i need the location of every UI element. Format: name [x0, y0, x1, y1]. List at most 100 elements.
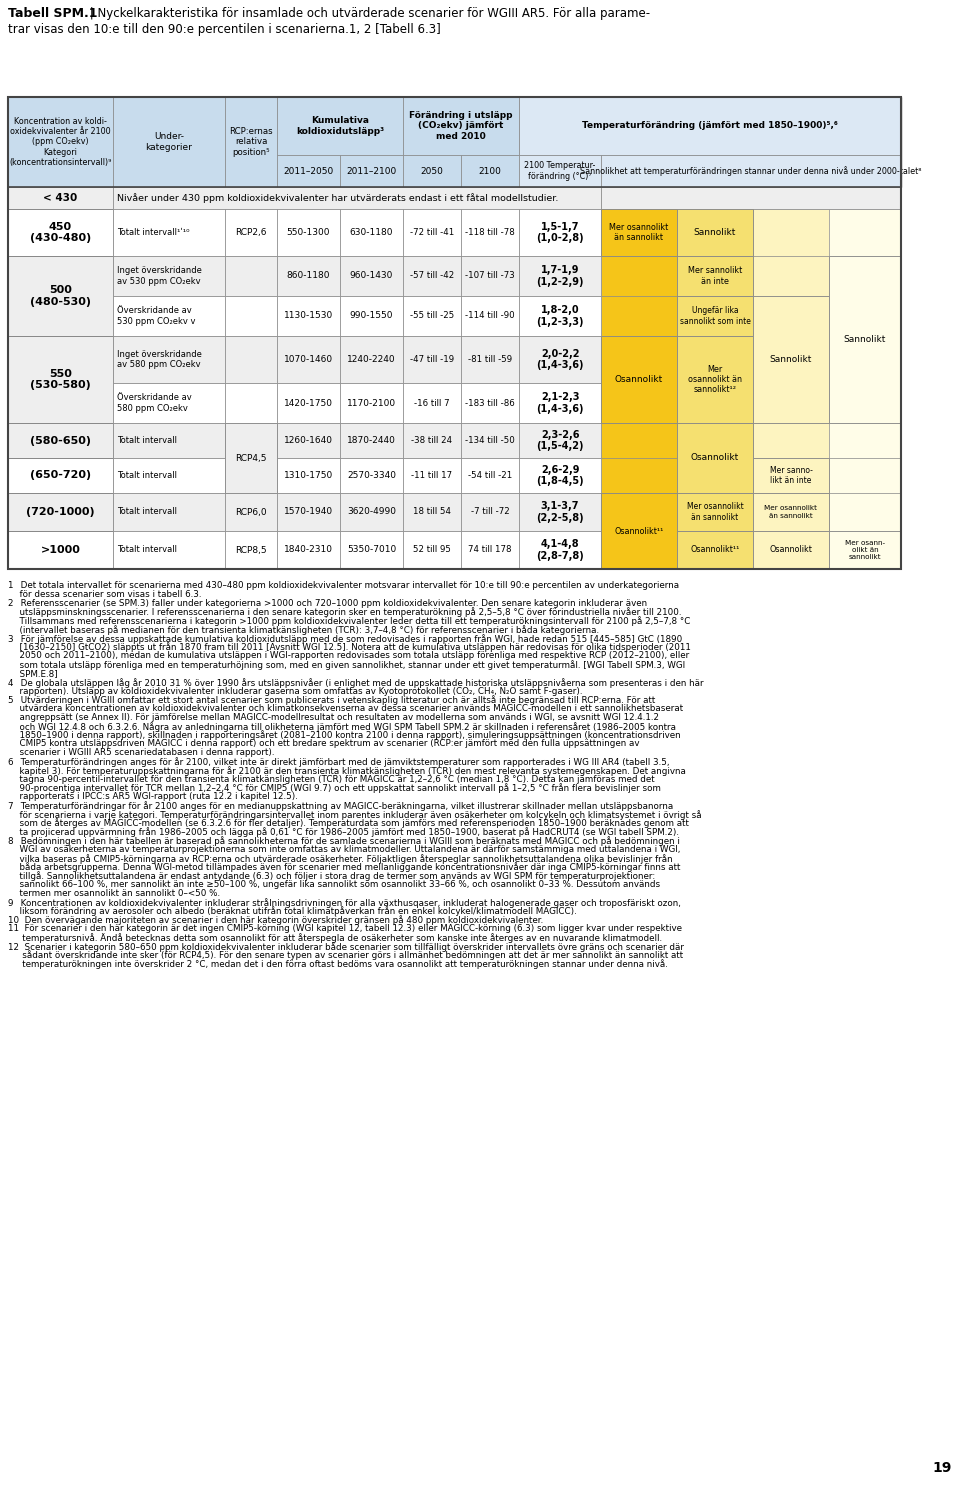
Bar — [677, 296, 753, 336]
Text: 2,0-2,2
(1,4-3,6): 2,0-2,2 (1,4-3,6) — [537, 348, 584, 370]
Bar — [753, 296, 829, 336]
Bar — [225, 494, 277, 531]
Text: scenarier i WGIII AR5 scenariedatabasen i denna rapport).: scenarier i WGIII AR5 scenariedatabasen … — [8, 748, 275, 757]
Bar — [601, 187, 901, 210]
Bar — [677, 336, 753, 384]
Bar — [753, 384, 829, 422]
Text: Mer osannolikt
än sannolikt: Mer osannolikt än sannolikt — [764, 506, 818, 519]
Text: (580-650): (580-650) — [30, 436, 91, 446]
Bar — [8, 210, 113, 256]
Bar — [519, 494, 601, 531]
Text: -118 till -78: -118 till -78 — [466, 228, 515, 236]
Text: Koncentration av koldi-
oxidekvivalenter år 2100
(ppm CO₂ekv)
Kategori
(koncentr: Koncentration av koldi- oxidekvivalenter… — [10, 116, 111, 168]
Bar — [677, 458, 753, 494]
Bar — [753, 187, 829, 210]
Text: tillgå. Sannolikhetsuttalandena är endast antydande (6.3) och följer i stora dra: tillgå. Sannolikhetsuttalandena är endas… — [8, 871, 656, 882]
Text: 9  Koncentrationen av koldioxidekvivalenter inkluderar strålningsdrivningen för : 9 Koncentrationen av koldioxidekvivalent… — [8, 898, 681, 907]
Text: RCP4,5: RCP4,5 — [235, 454, 267, 462]
Bar — [113, 187, 601, 210]
Bar — [403, 494, 461, 531]
Bar — [340, 210, 403, 256]
Text: RCP8,5: RCP8,5 — [235, 546, 267, 555]
Bar — [277, 531, 340, 570]
Text: ta projicerad uppvärmning från 1986–2005 och lägga på 0,61 °C för 1986–2005 jämf: ta projicerad uppvärmning från 1986–2005… — [8, 827, 679, 837]
Bar — [601, 384, 677, 422]
Text: som totala utsläpp förenliga med en temperaturhöjning som, med en given sannolik: som totala utsläpp förenliga med en temp… — [8, 660, 685, 671]
Bar — [461, 155, 519, 187]
Bar — [601, 494, 677, 570]
Text: temperaturökningen inte överskrider 2 °C, medan det i den förra oftast bedöms va: temperaturökningen inte överskrider 2 °C… — [8, 959, 668, 970]
Text: Mer sannolikt
än inte: Mer sannolikt än inte — [688, 266, 742, 286]
Text: -47 till -19: -47 till -19 — [410, 355, 454, 364]
Bar — [8, 384, 901, 422]
Bar — [225, 256, 277, 296]
Text: Temperaturförändring (jämfört med 1850–1900)⁵,⁶: Temperaturförändring (jämfört med 1850–1… — [582, 122, 838, 131]
Text: rapporterats i IPCC:s AR5 WGI-rapport (ruta 12.2 i kapitel 12.5).: rapporterats i IPCC:s AR5 WGI-rapport (r… — [8, 793, 298, 801]
Text: rapporten). Utsläpp av koldioxidekvivalenter inkluderar gaserna som omfattas av : rapporten). Utsläpp av koldioxidekvivale… — [8, 687, 583, 696]
Bar — [829, 187, 901, 210]
Bar — [8, 256, 901, 296]
Bar — [113, 97, 225, 187]
Text: 1240-2240: 1240-2240 — [348, 355, 396, 364]
Bar — [677, 494, 753, 531]
Bar — [340, 384, 403, 422]
Text: 3  För jämförelse av dessa uppskattade kumulativa koldioxidutsläpp med de som re: 3 För jämförelse av dessa uppskattade ku… — [8, 633, 683, 644]
Text: 2570-3340: 2570-3340 — [347, 471, 396, 480]
Bar — [8, 210, 901, 256]
Bar — [8, 187, 113, 210]
Text: 1570-1940: 1570-1940 — [284, 507, 333, 516]
Text: sannolikt 66–100 %, mer sannolikt än inte ≥50–100 %, ungefär lika sannolikt som : sannolikt 66–100 %, mer sannolikt än int… — [8, 880, 660, 889]
Bar — [113, 531, 225, 570]
Bar — [225, 336, 277, 384]
Text: 1260-1640: 1260-1640 — [284, 436, 333, 445]
Bar — [677, 531, 753, 570]
Text: 10  Den övervägande majoriteten av scenarier i den här kategorin överskrider grä: 10 Den övervägande majoriteten av scenar… — [8, 916, 543, 925]
Text: 1130-1530: 1130-1530 — [284, 311, 333, 321]
Bar — [225, 458, 277, 494]
Bar — [461, 256, 519, 296]
Bar — [403, 422, 461, 458]
Bar — [340, 422, 403, 458]
Text: 1,7-1,9
(1,2-2,9): 1,7-1,9 (1,2-2,9) — [537, 265, 584, 287]
Text: kapitel 3). För temperaturuppskattningarna för år 2100 är den transienta klimatk: kapitel 3). För temperaturuppskattningar… — [8, 766, 685, 776]
Text: -55 till -25: -55 till -25 — [410, 311, 454, 321]
Text: Överskridande av
530 ppm CO₂ekv v: Överskridande av 530 ppm CO₂ekv v — [117, 306, 196, 326]
Bar — [277, 210, 340, 256]
Bar — [225, 210, 277, 256]
Bar — [519, 531, 601, 570]
Bar — [829, 210, 901, 256]
Text: | Nyckelkarakteristika för insamlade och utvärderade scenarier för WGIII AR5. Fö: | Nyckelkarakteristika för insamlade och… — [86, 7, 650, 19]
Text: Sannolikt: Sannolikt — [770, 355, 812, 364]
Bar — [601, 155, 901, 187]
Bar — [8, 531, 113, 570]
Bar — [601, 336, 677, 384]
Bar — [601, 296, 677, 336]
Bar — [8, 336, 901, 384]
Bar — [519, 384, 601, 422]
Text: Totalt intervall: Totalt intervall — [117, 436, 177, 445]
Bar — [8, 296, 901, 336]
Bar — [753, 494, 829, 531]
Bar — [8, 97, 113, 187]
Text: RCP4,5: RCP4,5 — [235, 471, 267, 480]
Bar — [519, 296, 601, 336]
Bar — [8, 256, 113, 336]
Text: 5350-7010: 5350-7010 — [347, 546, 396, 555]
Text: Mer osannolikt
än sannolikt: Mer osannolikt än sannolikt — [686, 503, 743, 522]
Bar — [403, 296, 461, 336]
Bar — [225, 422, 277, 458]
Text: och WGI 12.4.8 och 6.3.2.6. Några av anledningarna till olikheterna jämfört med : och WGI 12.4.8 och 6.3.2.6. Några av anl… — [8, 721, 676, 732]
Text: 2011–2050: 2011–2050 — [283, 167, 334, 175]
Text: 11  För scenarier i den här kategorin är det ingen CMIP5-körning (WGI kapitel 12: 11 För scenarier i den här kategorin är … — [8, 925, 682, 934]
Text: 3620-4990: 3620-4990 — [347, 507, 396, 516]
Bar — [113, 494, 225, 531]
Text: som de återges av MAGICC-modellen (se 6.3.2.6 för fler detaljer). Temperaturdata: som de återges av MAGICC-modellen (se 6.… — [8, 819, 689, 828]
Text: < 430: < 430 — [43, 193, 78, 204]
Bar — [829, 422, 901, 458]
Bar — [677, 256, 753, 296]
Text: tagna 90-percentil-intervallet för den transienta klimatkänsligheten (TCR) för M: tagna 90-percentil-intervallet för den t… — [8, 775, 655, 784]
Text: 2050 och 2011–2100), medan de kumulativa utsläppen i WGI-rapporten redovisades s: 2050 och 2011–2100), medan de kumulativa… — [8, 651, 689, 660]
Bar — [340, 494, 403, 531]
Bar — [277, 155, 340, 187]
Text: Förändring i utsläpp
(CO₂ekv) jämfört
med 2010: Förändring i utsläpp (CO₂ekv) jämfört me… — [409, 112, 513, 141]
